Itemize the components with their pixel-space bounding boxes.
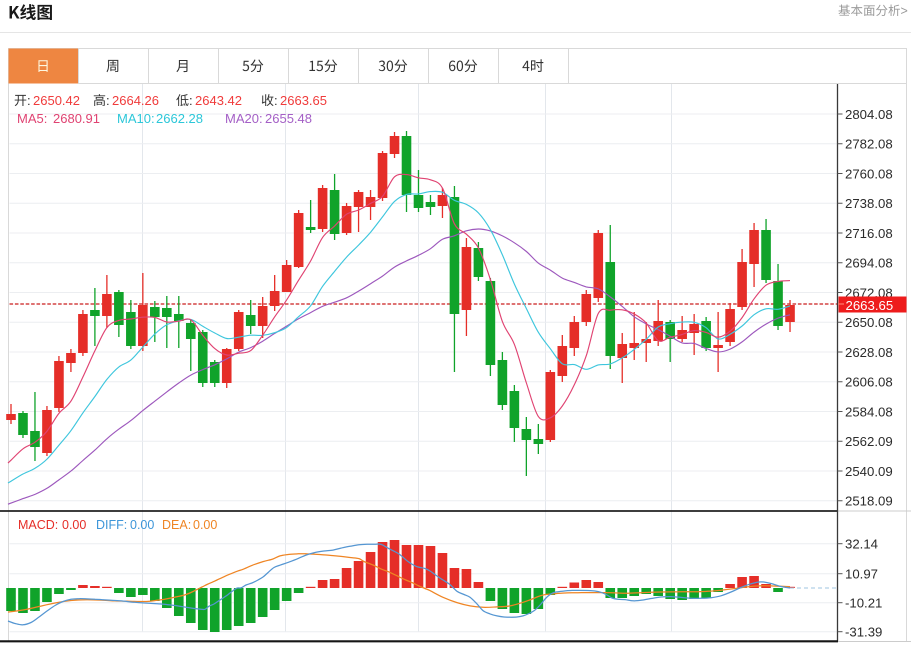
- svg-text::: :: [189, 93, 193, 108]
- svg-text:-31.39: -31.39: [845, 625, 882, 640]
- svg-text:2540.09: 2540.09: [845, 464, 893, 479]
- svg-text:2760.08: 2760.08: [845, 166, 893, 181]
- svg-text:2655.48: 2655.48: [265, 111, 312, 126]
- svg-text:0.00: 0.00: [130, 518, 154, 532]
- svg-text::: :: [27, 93, 31, 108]
- svg-text:2663.65: 2663.65: [280, 93, 327, 108]
- svg-text:2804.08: 2804.08: [845, 107, 893, 122]
- svg-text:0.00: 0.00: [62, 518, 86, 532]
- svg-text:-10.21: -10.21: [845, 596, 882, 611]
- svg-text:2518.09: 2518.09: [845, 494, 893, 509]
- svg-text:2694.08: 2694.08: [845, 256, 893, 271]
- svg-text:MA20:: MA20:: [225, 111, 263, 126]
- svg-text:MACD:: MACD:: [18, 518, 58, 532]
- svg-text:>: >: [901, 4, 908, 18]
- svg-text:2584.08: 2584.08: [845, 404, 893, 419]
- svg-text:2716.08: 2716.08: [845, 226, 893, 241]
- svg-text:MA5:: MA5:: [17, 111, 47, 126]
- svg-text:2738.08: 2738.08: [845, 196, 893, 211]
- svg-text:10.97: 10.97: [845, 567, 878, 582]
- svg-text:2782.08: 2782.08: [845, 137, 893, 152]
- svg-text:2606.08: 2606.08: [845, 375, 893, 390]
- svg-text:2662.28: 2662.28: [156, 111, 203, 126]
- svg-text:2650.08: 2650.08: [845, 315, 893, 330]
- svg-text:MA10:: MA10:: [117, 111, 155, 126]
- svg-text:DEA:: DEA:: [162, 518, 191, 532]
- svg-text:2650.42: 2650.42: [33, 93, 80, 108]
- svg-text:2643.42: 2643.42: [195, 93, 242, 108]
- svg-text:0.00: 0.00: [193, 518, 217, 532]
- svg-text:2680.91: 2680.91: [53, 111, 100, 126]
- svg-text:2562.09: 2562.09: [845, 434, 893, 449]
- svg-text:DIFF:: DIFF:: [96, 518, 127, 532]
- svg-text::: :: [274, 93, 278, 108]
- svg-text:32.14: 32.14: [845, 537, 878, 552]
- svg-text::: :: [106, 93, 110, 108]
- svg-text:2664.26: 2664.26: [112, 93, 159, 108]
- svg-text:2663.65: 2663.65: [846, 298, 894, 313]
- svg-text:2628.08: 2628.08: [845, 345, 893, 360]
